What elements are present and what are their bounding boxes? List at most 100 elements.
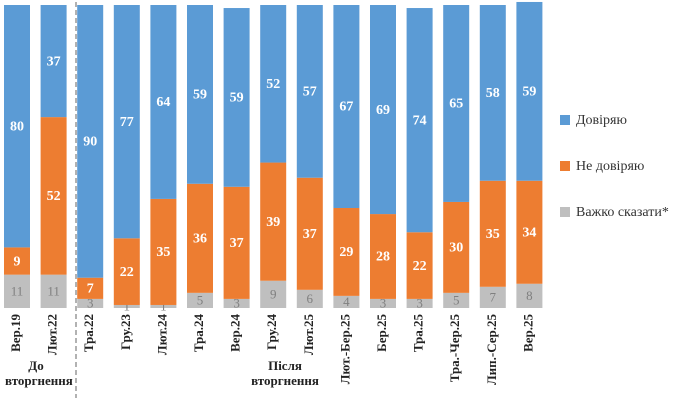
bar-segment	[406, 232, 433, 299]
x-tick-label: Лют.25	[301, 314, 316, 356]
bar-segment	[443, 201, 470, 293]
data-label: 69	[376, 103, 390, 118]
data-label: 39	[266, 215, 280, 230]
data-label: 3	[380, 295, 387, 310]
x-tick-label: Гру.24	[264, 314, 279, 350]
data-label: 28	[376, 250, 390, 265]
bar-segment	[223, 298, 250, 308]
bar-segment	[333, 208, 360, 296]
data-label: 37	[230, 236, 244, 251]
x-tick-label: Тра.25	[411, 314, 426, 353]
data-label: 37	[303, 227, 317, 242]
data-label: 3	[87, 295, 94, 310]
data-label: 90	[83, 135, 97, 150]
bar-segment	[77, 298, 104, 308]
bar-segment	[77, 277, 104, 299]
data-label: 5	[197, 292, 204, 307]
data-label: 67	[339, 100, 353, 115]
bar-segment	[443, 5, 470, 202]
bar-segment	[479, 286, 506, 308]
bar-segment	[260, 5, 287, 163]
legend-swatch	[560, 161, 570, 171]
data-label: 34	[522, 225, 536, 240]
data-label: 8	[526, 288, 533, 303]
bar-segment	[113, 5, 140, 239]
legend-label: Не довіряю	[576, 159, 644, 174]
bar-segment	[187, 5, 213, 184]
data-label: 22	[120, 265, 134, 280]
legend-swatch	[560, 115, 570, 125]
bar-segment	[223, 186, 250, 299]
data-label: 74	[413, 113, 427, 128]
data-label: 3	[233, 295, 240, 310]
data-label: 5	[453, 292, 460, 307]
data-label: 22	[413, 259, 427, 274]
bar-segment	[406, 8, 433, 233]
x-tick-label: Вер.25	[520, 314, 535, 352]
data-label: 9	[14, 254, 21, 269]
x-tick-label: Лют.-Бер.25	[337, 314, 352, 385]
data-label: 52	[266, 77, 280, 92]
bar-segment	[223, 8, 250, 187]
bar-segment	[333, 295, 360, 308]
data-label: 9	[270, 286, 277, 301]
bar-segment	[406, 298, 433, 308]
group-label: Після вторгнення	[251, 358, 319, 388]
bar-segment	[260, 162, 287, 281]
bar-segment	[370, 214, 396, 299]
x-tick-label: Вер.19	[8, 314, 23, 352]
data-label: 59	[230, 91, 244, 106]
data-label: 3	[416, 295, 423, 310]
bar-segment	[40, 5, 67, 118]
bar-segment	[150, 304, 177, 308]
data-label: 36	[193, 232, 207, 247]
bar-segment	[40, 117, 67, 275]
bar-segment	[4, 5, 30, 248]
data-label: 7	[87, 282, 94, 297]
data-label: 57	[303, 85, 317, 100]
data-label: 11	[47, 283, 60, 298]
data-label: 1	[160, 298, 167, 313]
x-tick-label: Тра.24	[191, 314, 206, 353]
bar-segment	[479, 5, 506, 181]
data-label: 77	[120, 115, 134, 130]
bar-segment	[479, 180, 506, 287]
bar-segment	[150, 198, 177, 305]
bar-segment	[516, 1, 543, 181]
data-label: 80	[10, 119, 24, 134]
data-label: 52	[47, 189, 61, 204]
bar-segment	[516, 283, 543, 308]
bar-segment	[113, 304, 140, 308]
bar-segment	[40, 274, 67, 308]
bar-segment	[150, 5, 177, 199]
bar-segment	[260, 280, 287, 308]
group-label: До вторгнення	[5, 358, 73, 388]
bar-segment	[4, 274, 30, 308]
legend-swatch	[560, 207, 570, 217]
x-tick-label: Вер.24	[228, 314, 243, 352]
data-label: 29	[339, 245, 353, 260]
data-label: 30	[449, 241, 463, 256]
data-label: 37	[47, 54, 61, 69]
data-label: 59	[522, 85, 536, 100]
bar-segment	[296, 289, 323, 308]
bar-segment	[516, 180, 543, 284]
bar-segment	[333, 5, 360, 209]
bar-segment	[296, 177, 323, 290]
x-tick-label: Лют.22	[45, 314, 60, 355]
bar-segment	[77, 5, 104, 278]
x-tick-label: Бер.25	[374, 314, 389, 352]
data-label: 4	[343, 294, 350, 309]
x-tick-label: Тра.22	[81, 314, 96, 352]
bar-segment	[370, 298, 396, 308]
bar-segment	[113, 238, 140, 305]
data-label: 59	[193, 88, 207, 103]
data-label: 1	[124, 298, 131, 313]
x-tick-label: Лют.24	[154, 314, 169, 356]
data-label: 7	[490, 289, 497, 304]
x-tick-label: Тра.-Чер.25	[447, 314, 462, 383]
data-label: 65	[449, 97, 463, 112]
bar-segment	[4, 247, 30, 275]
